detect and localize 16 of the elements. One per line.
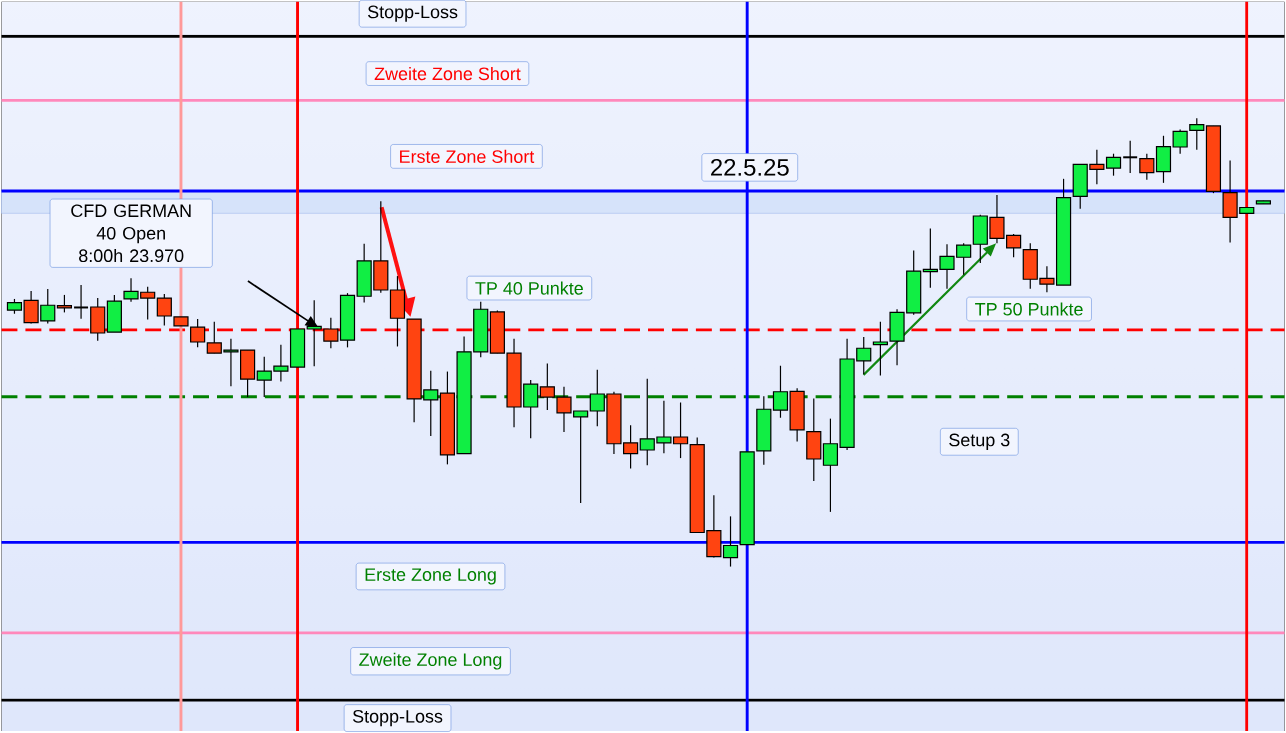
text: Stopp-Loss [352, 710, 443, 727]
annotation: TP 40 Punkte [475, 281, 583, 295]
text: Zweite Zone Long [359, 653, 502, 670]
text: Stopp-Loss [367, 5, 458, 23]
candlestick [1139, 153, 1155, 181]
candlestick [1122, 140, 1139, 174]
candlestick [190, 318, 206, 349]
candlestick [73, 284, 90, 320]
candlestick [1189, 117, 1205, 151]
text: Zweite Zone Short [374, 67, 521, 81]
annotation: Setup 3 [949, 433, 1010, 451]
annotation: Erste Zone Short [400, 149, 535, 164]
annotation: TP 50 Punkte [975, 302, 1083, 316]
annotation: CFD GERMAN 40 Open 8:00h 23.970 [71, 204, 191, 263]
text: Erste Zone Long [365, 568, 496, 585]
annotation: 22.5.25 [711, 159, 789, 177]
